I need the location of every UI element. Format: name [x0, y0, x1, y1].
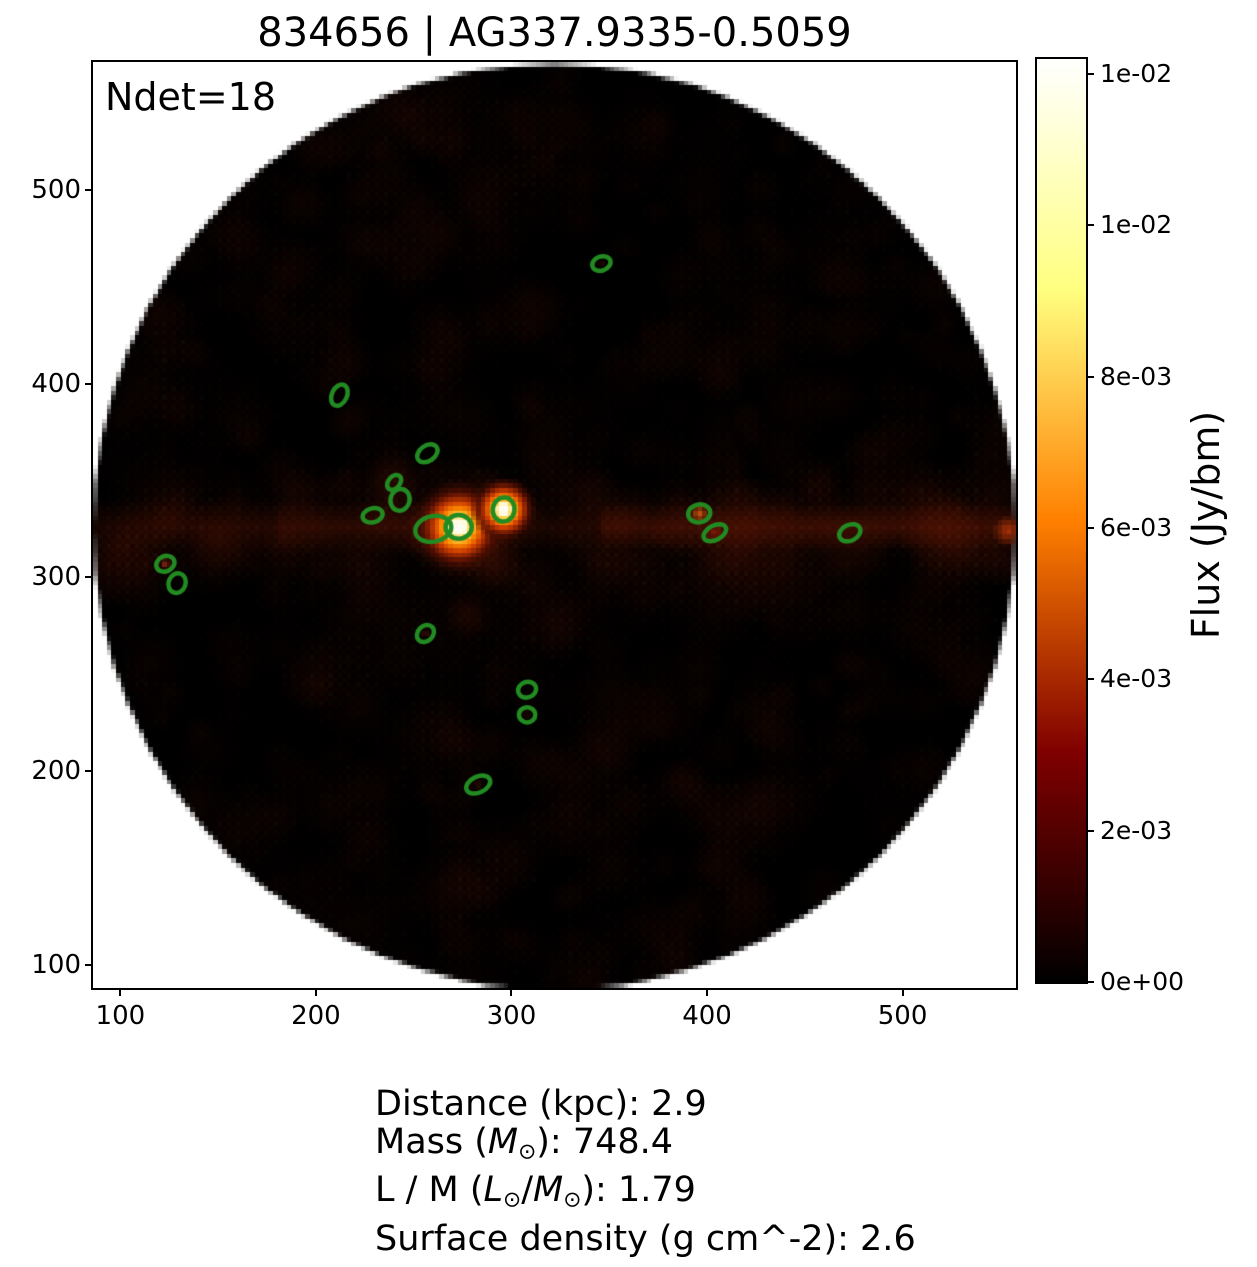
colorbar: [1035, 57, 1088, 984]
stat-text: Distance (kpc): 2.9: [375, 1084, 707, 1124]
y-tick-label: 200: [31, 756, 81, 787]
y-tick-mark: [85, 963, 93, 966]
stat-text: ⊙: [518, 1139, 537, 1165]
x-tick-label: 300: [486, 1001, 537, 1031]
stat-line: Distance (kpc): 2.9: [375, 1085, 916, 1123]
x-tick-mark: [119, 988, 122, 996]
stat-text: M: [533, 1170, 564, 1211]
colorbar-tick-label: 8e-03: [1100, 361, 1173, 391]
ndet-annotation: Ndet=18: [105, 75, 277, 119]
x-tick-label: 400: [682, 1001, 732, 1031]
x-tick-mark: [314, 988, 317, 996]
y-tick-label: 500: [31, 174, 81, 205]
colorbar-tick-label: 2e-03: [1100, 815, 1173, 845]
y-tick-label: 100: [31, 949, 81, 980]
colorbar-tick-mark: [1086, 678, 1094, 681]
stats-block: Distance (kpc): 2.9 Mass (M⊙): 748.4 L / M…: [375, 1085, 916, 1258]
colorbar-tick-mark: [1086, 73, 1094, 76]
stat-line: L / M (L⊙/M⊙): 1.79: [375, 1171, 916, 1219]
y-tick-label: 300: [31, 562, 81, 593]
flux-map-image: [93, 62, 1016, 988]
y-tick-mark: [85, 770, 93, 773]
colorbar-tick-mark: [1086, 981, 1094, 983]
stat-text: ⊙: [503, 1187, 522, 1213]
x-tick-label: 200: [291, 1001, 341, 1031]
stat-line: Surface density (g cm^-2): 2.6: [375, 1220, 916, 1258]
colorbar-tick-mark: [1086, 527, 1094, 530]
colorbar-tick-label: 0e+00: [1100, 967, 1185, 996]
colorbar-tick-label: 1e-02: [1100, 59, 1173, 89]
colorbar-tick-label: 6e-03: [1100, 513, 1173, 543]
stat-text: Surface density (g cm^-2): 2.6: [375, 1218, 916, 1259]
stat-text: L: [483, 1170, 504, 1211]
plot-axes: Ndet=18: [91, 60, 1018, 990]
colorbar-tick-mark: [1086, 375, 1094, 378]
x-tick-label: 500: [877, 1001, 928, 1031]
colorbar-tick-mark: [1086, 829, 1094, 832]
stat-text: ): 748.4: [536, 1122, 674, 1162]
y-tick-label: 400: [31, 368, 81, 399]
stat-text: ⊙: [563, 1187, 582, 1213]
y-tick-mark: [85, 382, 93, 385]
x-tick-mark: [901, 988, 904, 996]
colorbar-tick-label: 4e-03: [1100, 664, 1173, 694]
stat-text: M: [487, 1122, 519, 1162]
stat-text: L / M (: [375, 1170, 484, 1211]
colorbar-tick-mark: [1086, 224, 1094, 227]
stat-text: ): 1.79: [581, 1170, 696, 1211]
x-tick-mark: [510, 988, 513, 996]
colorbar-axis-label: Flux (Jy/bm): [1184, 410, 1228, 640]
y-tick-mark: [85, 576, 93, 579]
colorbar-tick-label: 1e-02: [1100, 210, 1173, 240]
stat-line: Mass (M⊙): 748.4: [375, 1123, 916, 1171]
plot-title: 834656 | AG337.9335-0.5059: [257, 10, 852, 56]
x-tick-label: 100: [95, 1001, 146, 1031]
stat-text: Mass (: [375, 1122, 488, 1162]
y-tick-mark: [85, 188, 93, 191]
x-tick-mark: [706, 988, 709, 996]
stat-text: /: [521, 1170, 533, 1211]
